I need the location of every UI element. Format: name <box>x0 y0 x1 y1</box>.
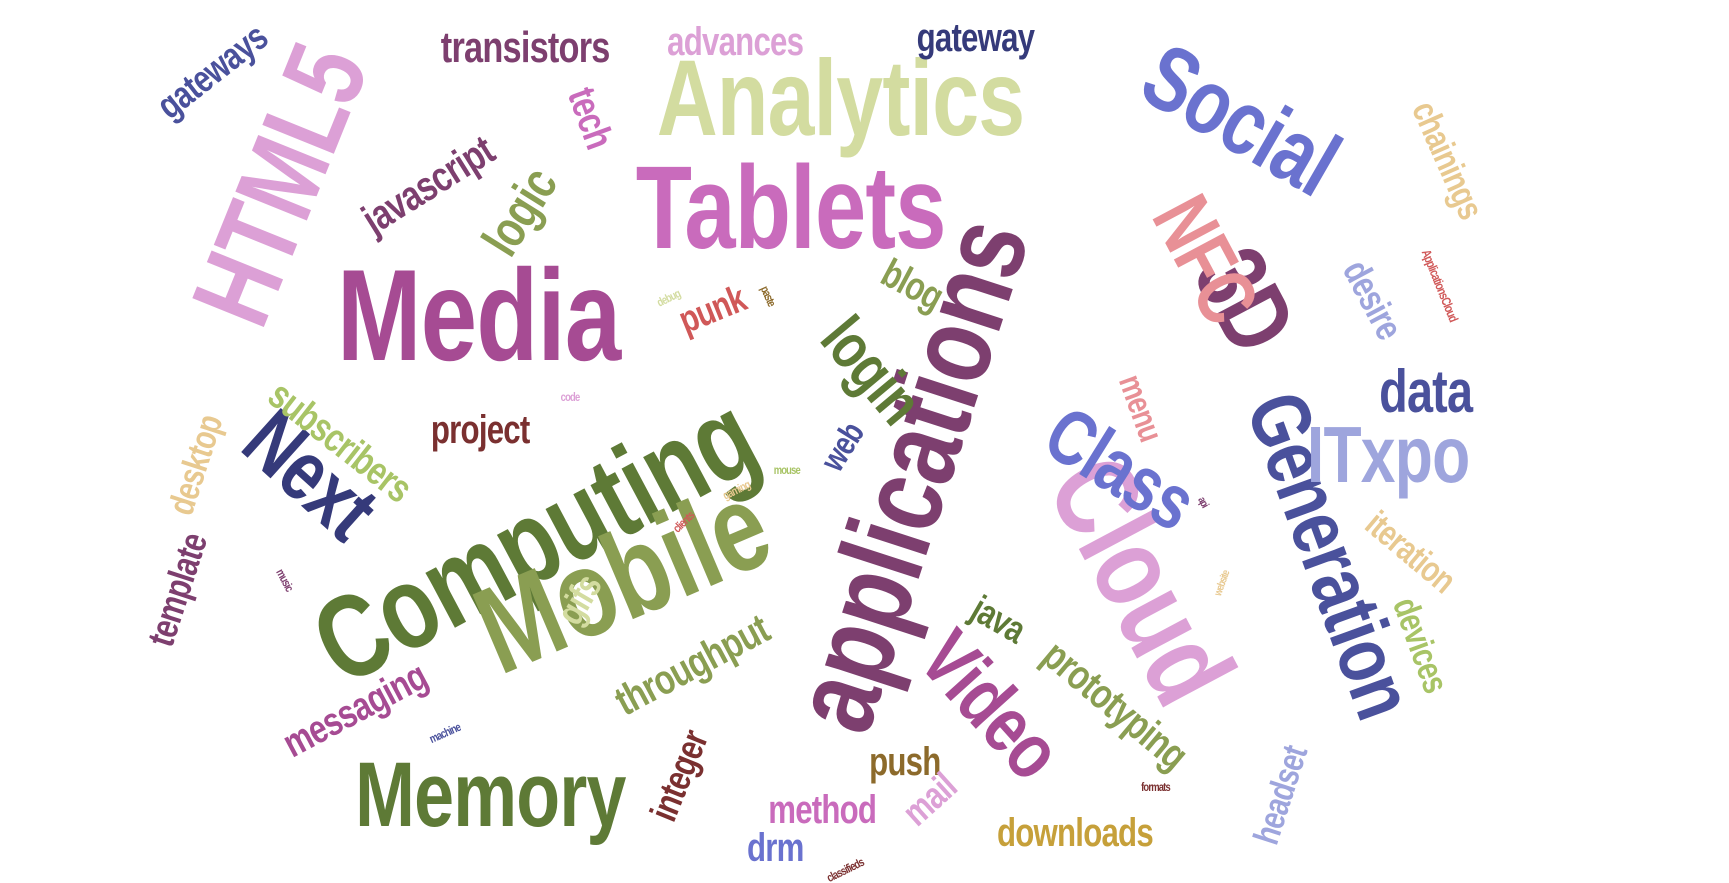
cloud-word-applicationscloud: ApplicationsCloud <box>1418 246 1462 324</box>
cloud-word-chainings: chainings <box>1403 94 1492 225</box>
cloud-word-memory: Memory <box>354 744 626 846</box>
cloud-word-headset: headset <box>1244 740 1315 850</box>
cloud-word-desire: desire <box>1334 253 1410 347</box>
cloud-word-integer: integer <box>642 724 717 828</box>
cloud-word-transistors: transistors <box>440 23 611 72</box>
cloud-word-tech: tech <box>559 81 622 155</box>
cloud-word-drm: drm <box>746 826 804 870</box>
cloud-word-method: method <box>768 788 877 832</box>
cloud-word-desktop: desktop <box>159 409 230 520</box>
cloud-word-tablets: Tablets <box>635 142 946 274</box>
cloud-word-advances: advances <box>667 20 804 64</box>
cloud-word-gateway: gateway <box>916 16 1034 60</box>
cloud-word-push: push <box>869 740 941 784</box>
cloud-word-social: Social <box>1124 24 1356 216</box>
cloud-word-paste: paste <box>757 283 779 309</box>
cloud-word-media: Media <box>336 242 620 388</box>
cloud-word-website: website <box>1211 568 1232 598</box>
cloud-word-punk: punk <box>672 277 752 343</box>
cloud-word-machine: machine <box>427 719 463 747</box>
cloud-word-mouse: mouse <box>773 463 801 477</box>
cloud-word-analytics: Analytics <box>656 37 1024 158</box>
cloud-word-data: data <box>1378 358 1473 425</box>
cloud-word-downloads: downloads <box>996 811 1154 855</box>
cloud-word-itxpo: ITxpo <box>1306 410 1470 499</box>
cloud-word-classifieds: classifieds <box>824 855 866 883</box>
cloud-word-formats: formats <box>1140 780 1171 794</box>
cloud-word-music: music <box>273 566 297 594</box>
cloud-word-template: template <box>140 528 216 652</box>
cloud-word-project: project <box>430 408 530 452</box>
cloud-word-api: api <box>1194 494 1211 510</box>
cloud-word-code: code <box>560 390 581 404</box>
